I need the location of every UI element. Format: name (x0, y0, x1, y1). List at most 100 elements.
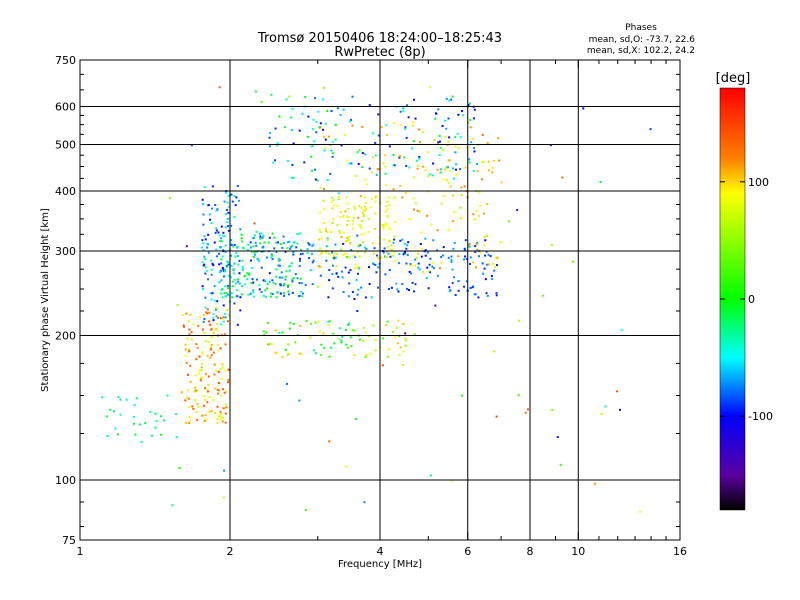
data-point (223, 275, 226, 278)
data-point (207, 375, 210, 378)
chart-title: Tromsø 20150406 18:24:00–18:25:43 (257, 31, 502, 46)
data-point (330, 110, 333, 113)
data-point (354, 267, 357, 270)
data-point (342, 215, 345, 218)
data-point (424, 254, 427, 257)
data-point (267, 241, 270, 244)
data-point (470, 141, 473, 144)
data-point (331, 207, 334, 210)
data-point (446, 166, 449, 169)
data-point (298, 265, 301, 268)
data-point (451, 268, 454, 271)
data-point (380, 125, 383, 128)
data-point (203, 332, 206, 335)
data-point (175, 413, 178, 416)
data-point (209, 292, 212, 295)
data-point (309, 336, 312, 339)
data-point (395, 326, 398, 329)
data-point (223, 292, 226, 295)
data-point (343, 252, 346, 255)
data-point (252, 245, 255, 248)
data-point (477, 255, 480, 258)
data-point (242, 268, 245, 271)
data-point (224, 343, 227, 346)
data-point (405, 136, 408, 139)
data-point (257, 259, 260, 262)
data-point (287, 290, 290, 293)
data-point (289, 247, 292, 250)
data-point (397, 319, 400, 322)
data-point (364, 331, 367, 334)
data-point (456, 132, 459, 135)
data-point (206, 401, 209, 404)
y-axis-label: Stationary phase Virtual Height [km] (40, 208, 51, 392)
data-point (314, 321, 317, 324)
data-point (490, 275, 493, 278)
data-point (319, 247, 322, 250)
data-point (431, 174, 434, 177)
data-point (203, 399, 206, 402)
data-point (384, 154, 387, 157)
data-point (202, 320, 205, 323)
data-point (213, 373, 216, 376)
data-point (399, 346, 402, 349)
data-point (319, 231, 322, 234)
data-point (356, 272, 359, 275)
data-point (217, 415, 220, 418)
data-point (427, 175, 430, 178)
data-point (398, 354, 401, 357)
data-point (451, 167, 454, 170)
data-point (599, 180, 602, 183)
data-point (217, 252, 220, 255)
data-point (457, 113, 460, 116)
data-point (309, 269, 312, 272)
data-point (216, 208, 219, 211)
data-point (209, 348, 212, 351)
data-point (150, 434, 153, 437)
data-point (341, 335, 344, 338)
data-point (474, 250, 477, 253)
data-point (214, 308, 217, 311)
data-point (310, 155, 313, 158)
data-point (185, 312, 188, 315)
data-point (210, 336, 213, 339)
data-point (301, 295, 304, 298)
data-point (340, 341, 343, 344)
data-point (469, 126, 472, 129)
data-point (275, 296, 278, 299)
data-point (399, 185, 402, 188)
data-point (328, 440, 331, 443)
data-point (334, 138, 337, 141)
data-point (185, 245, 188, 248)
data-point (328, 279, 331, 282)
data-point (212, 313, 215, 316)
data-point (495, 257, 498, 260)
data-point (243, 283, 246, 286)
data-point (322, 332, 325, 335)
data-point (348, 256, 351, 259)
data-point (402, 364, 405, 367)
data-point (381, 364, 384, 367)
data-point (328, 268, 331, 271)
data-point (479, 251, 482, 254)
data-point (451, 282, 454, 285)
data-point (296, 333, 299, 336)
data-point (364, 178, 367, 181)
data-point (301, 292, 304, 295)
data-point (379, 256, 382, 259)
data-point (383, 224, 386, 227)
x-tick-label: 1 (77, 545, 84, 558)
data-point (469, 256, 472, 259)
data-point (210, 410, 213, 413)
data-point (429, 173, 432, 176)
data-point (439, 171, 442, 174)
data-point (275, 275, 278, 278)
data-point (436, 249, 439, 252)
data-point (362, 209, 365, 212)
data-point (373, 247, 376, 250)
data-point (364, 153, 367, 156)
data-point (402, 253, 405, 256)
data-point (342, 231, 345, 234)
data-point (453, 241, 456, 244)
data-point (317, 320, 320, 323)
